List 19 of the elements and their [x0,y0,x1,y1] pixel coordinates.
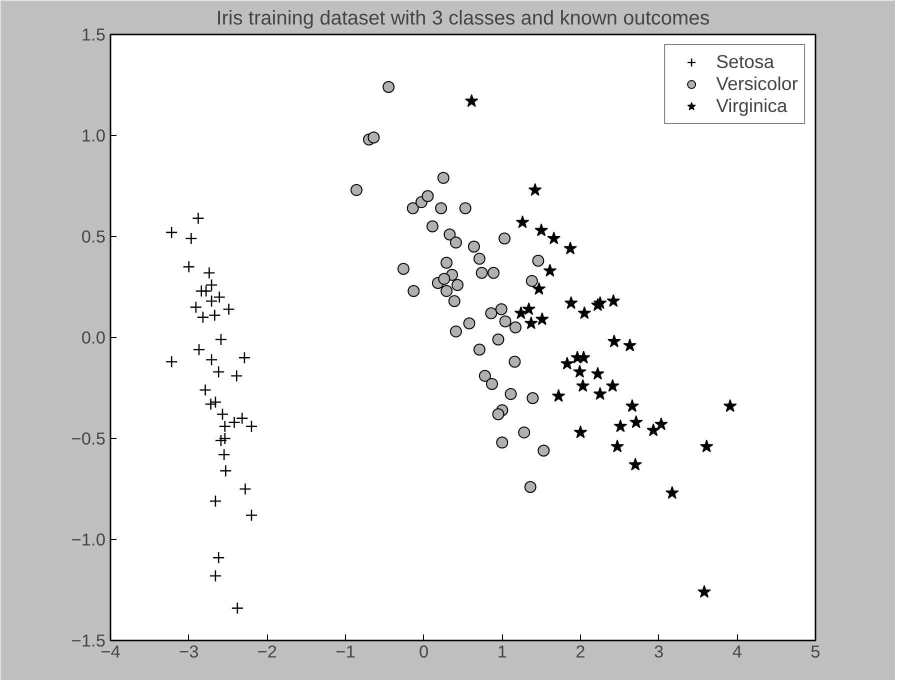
y-tick-label: 0.5 [81,226,106,246]
y-tick-label: 0.0 [81,328,106,348]
y-tick-label: 1.5 [81,24,106,44]
x-tick-label: 5 [810,642,820,662]
x-tick-label: −1 [336,642,356,662]
legend-label: Setosa [716,51,774,73]
x-tick-label: 2 [576,642,586,662]
x-tick-label: 3 [654,642,664,662]
y-tick-label: −0.5 [71,428,106,448]
x-tick-label: 1 [497,642,507,662]
legend-label: Versicolor [716,73,798,95]
y-tick-label: −1.0 [71,530,106,550]
y-tick-label: 1.0 [81,126,106,146]
legend-label: Virginica [716,95,788,117]
x-tick-label: 4 [732,642,742,662]
x-tick-label: −2 [257,642,278,662]
x-tick-label: −3 [178,642,199,662]
x-tick-label: 0 [419,642,429,662]
chart-title: Iris training dataset with 3 classes and known outcomes [216,8,710,30]
